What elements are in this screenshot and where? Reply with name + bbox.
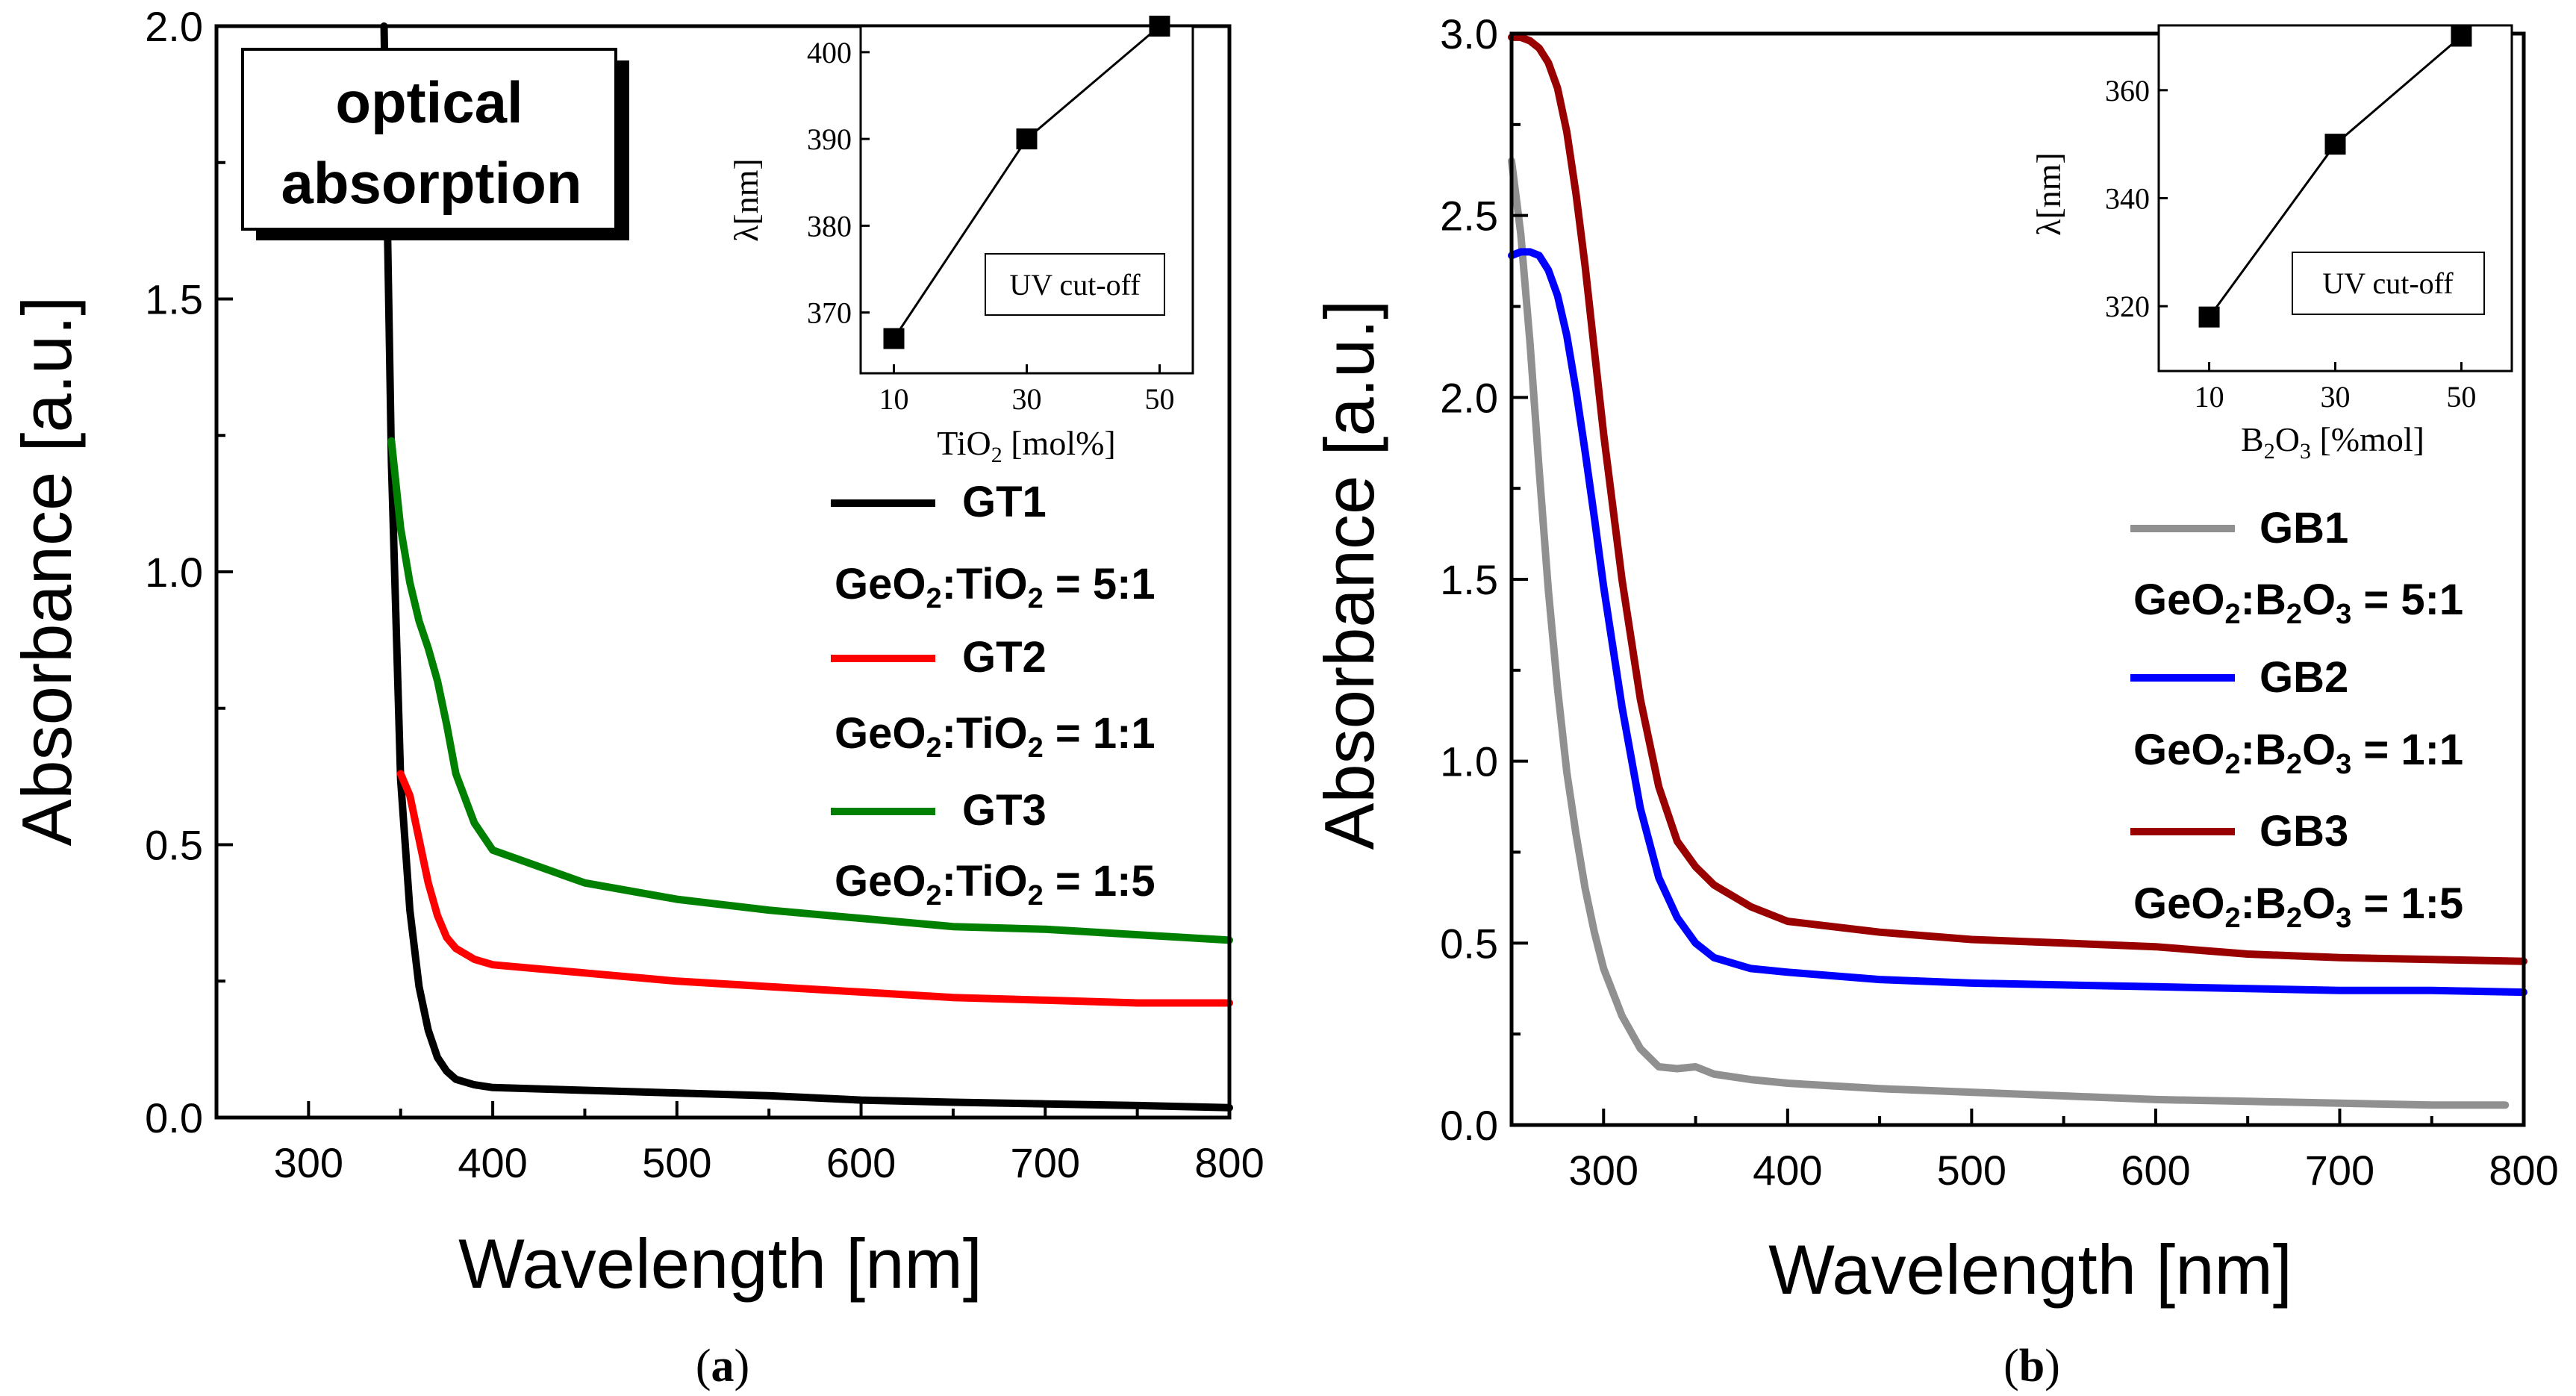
inset-x-title-b: B2O3 [%mol]	[2241, 420, 2424, 464]
legend-ratio-gt2: GeO2:TiO2 = 1:1	[835, 709, 1156, 764]
inset-point	[883, 328, 905, 349]
inset-y-tick-label: 390	[807, 122, 852, 156]
x-tick-label-b: 300	[1569, 1147, 1638, 1194]
inset-y-tick-label: 380	[807, 209, 852, 243]
y-tick-label-b: 1.0	[1440, 738, 1498, 785]
inset-label-b: UV cut-off	[2322, 267, 2454, 300]
inset-point	[2324, 134, 2346, 155]
x-tick-label-b: 400	[1753, 1147, 1822, 1194]
inset-label-box-b	[2292, 252, 2485, 315]
legend-ratio-gt1: GeO2:TiO2 = 5:1	[835, 560, 1156, 614]
y-tick-label-a: 2.0	[145, 3, 203, 50]
inset-x-tick-label: 50	[1145, 382, 1175, 416]
caption-b: (b)	[2003, 1341, 2060, 1392]
legend-label-gt3: GT3	[962, 786, 1047, 835]
chart-panel-b: 300 400 500 600 700 8000.00.51.01.52.02.53.0 …	[1310, 10, 2559, 1392]
y-tick-label-b: 1.5	[1440, 556, 1498, 603]
legend-b: GB1 GeO2:B2O3 = 5:1 GB2 GeO2:B2O3 = 1:1 …	[2130, 504, 2463, 934]
x-tick-label-a: 600	[826, 1139, 896, 1186]
inset-y-tick-label: 360	[2105, 74, 2150, 107]
series-line-gb2	[1508, 248, 2527, 997]
inset-point	[2451, 25, 2472, 47]
y-tick-label-a: 0.5	[145, 822, 203, 869]
inset-x-tick-label: 10	[879, 382, 909, 416]
series-line-gt1	[380, 22, 1233, 1112]
series-line-gt3	[387, 437, 1233, 944]
series-line-gt2	[396, 770, 1233, 1007]
inset-point	[1149, 16, 1170, 37]
x-tick-label-a: 700	[1011, 1139, 1080, 1186]
legend-ratio-gt3: GeO2:TiO2 = 1:5	[835, 857, 1156, 912]
annotation-box: optical absorption	[241, 48, 629, 240]
x-tick-label-a: 400	[458, 1139, 527, 1186]
y-tick-label-b: 0.0	[1440, 1102, 1498, 1149]
x-tick-label-b: 600	[2121, 1147, 2190, 1194]
series-line-gb3	[1508, 33, 2527, 965]
inset-frame-a	[859, 25, 1194, 375]
inset-y-title-a: λ[nm]	[727, 158, 765, 242]
x-tick-label-a: 300	[274, 1139, 343, 1186]
series-line-gb1	[1508, 157, 2510, 1109]
inset-point	[1016, 128, 1038, 150]
inset-y-tick-label: 400	[807, 36, 852, 69]
y-tick-label-b: 0.5	[1440, 920, 1498, 967]
inset-label-box-a	[985, 253, 1165, 316]
annotation-line-2: absorption	[281, 150, 582, 216]
y-tick-label-a: 1.0	[145, 549, 203, 596]
inset-x-tick-label: 30	[1012, 382, 1042, 416]
inset-x-title-a: TiO2 [mol%]	[937, 424, 1116, 467]
y-axis-title-a: Absorbance [a.u.]	[7, 296, 86, 847]
x-tick-label-b: 700	[2305, 1147, 2374, 1194]
legend-label-gb2: GB2	[2260, 653, 2348, 702]
y-tick-label-a: 1.5	[145, 276, 203, 323]
inset-chart-b: 10 30 50 320 340 360 UV cut-off λ[nm] B2O3 [%…	[2030, 24, 2513, 464]
x-tick-label-b: 500	[1937, 1147, 2006, 1194]
inset-y-tick-label: 320	[2105, 290, 2150, 323]
x-tick-label-b: 800	[2489, 1147, 2558, 1194]
legend-ratio-gb1: GeO2:B2O3 = 5:1	[2133, 576, 2463, 630]
inset-x-tick-label: 50	[2446, 380, 2476, 414]
inset-x-tick-label: 10	[2195, 380, 2224, 414]
x-tick-label-a: 800	[1194, 1139, 1264, 1186]
legend-label-gb1: GB1	[2260, 504, 2348, 552]
legend-label-gt2: GT2	[962, 633, 1047, 682]
x-axis-title-b: Wavelength [nm]	[1768, 1230, 2292, 1309]
inset-y-tick-label: 340	[2105, 182, 2150, 216]
y-axis-title-b: Absorbance [a.u.]	[1310, 300, 1388, 850]
inset-chart-a: 10 30 50 370 380 390 400 UV cut-off λ[nm] TiO2…	[727, 16, 1194, 467]
y-tick-label-b: 2.5	[1440, 193, 1498, 240]
annotation-line-1: optical	[335, 69, 523, 135]
legend-a: GT1 GeO2:TiO2 = 5:1 GT2 GeO2:TiO2 = 1:1 …	[831, 478, 1156, 912]
caption-a: (a)	[696, 1341, 749, 1392]
legend-ratio-gb2: GeO2:B2O3 = 1:1	[2133, 726, 2463, 780]
y-tick-label-a: 0.0	[145, 1094, 203, 1141]
legend-label-gb3: GB3	[2260, 807, 2348, 856]
x-axis-title-a: Wavelength [nm]	[458, 1224, 982, 1303]
x-tick-label-a: 500	[642, 1139, 711, 1186]
inset-y-title-b: λ[nm]	[2030, 152, 2068, 236]
legend-label-gt1: GT1	[962, 478, 1047, 526]
chart-panel-a: 300 400 500 600 700 800 0.0 0.5 1.0 1.5 2.0 optica…	[7, 3, 1264, 1392]
inset-y-tick-label: 370	[807, 296, 852, 330]
y-tick-label-b: 3.0	[1440, 10, 1498, 57]
inset-point	[2198, 306, 2220, 328]
inset-x-tick-label: 30	[2321, 380, 2351, 414]
y-tick-label-b: 2.0	[1440, 374, 1498, 421]
legend-ratio-gb3: GeO2:B2O3 = 1:5	[2133, 879, 2463, 934]
inset-label-a: UV cut-off	[1009, 268, 1141, 302]
